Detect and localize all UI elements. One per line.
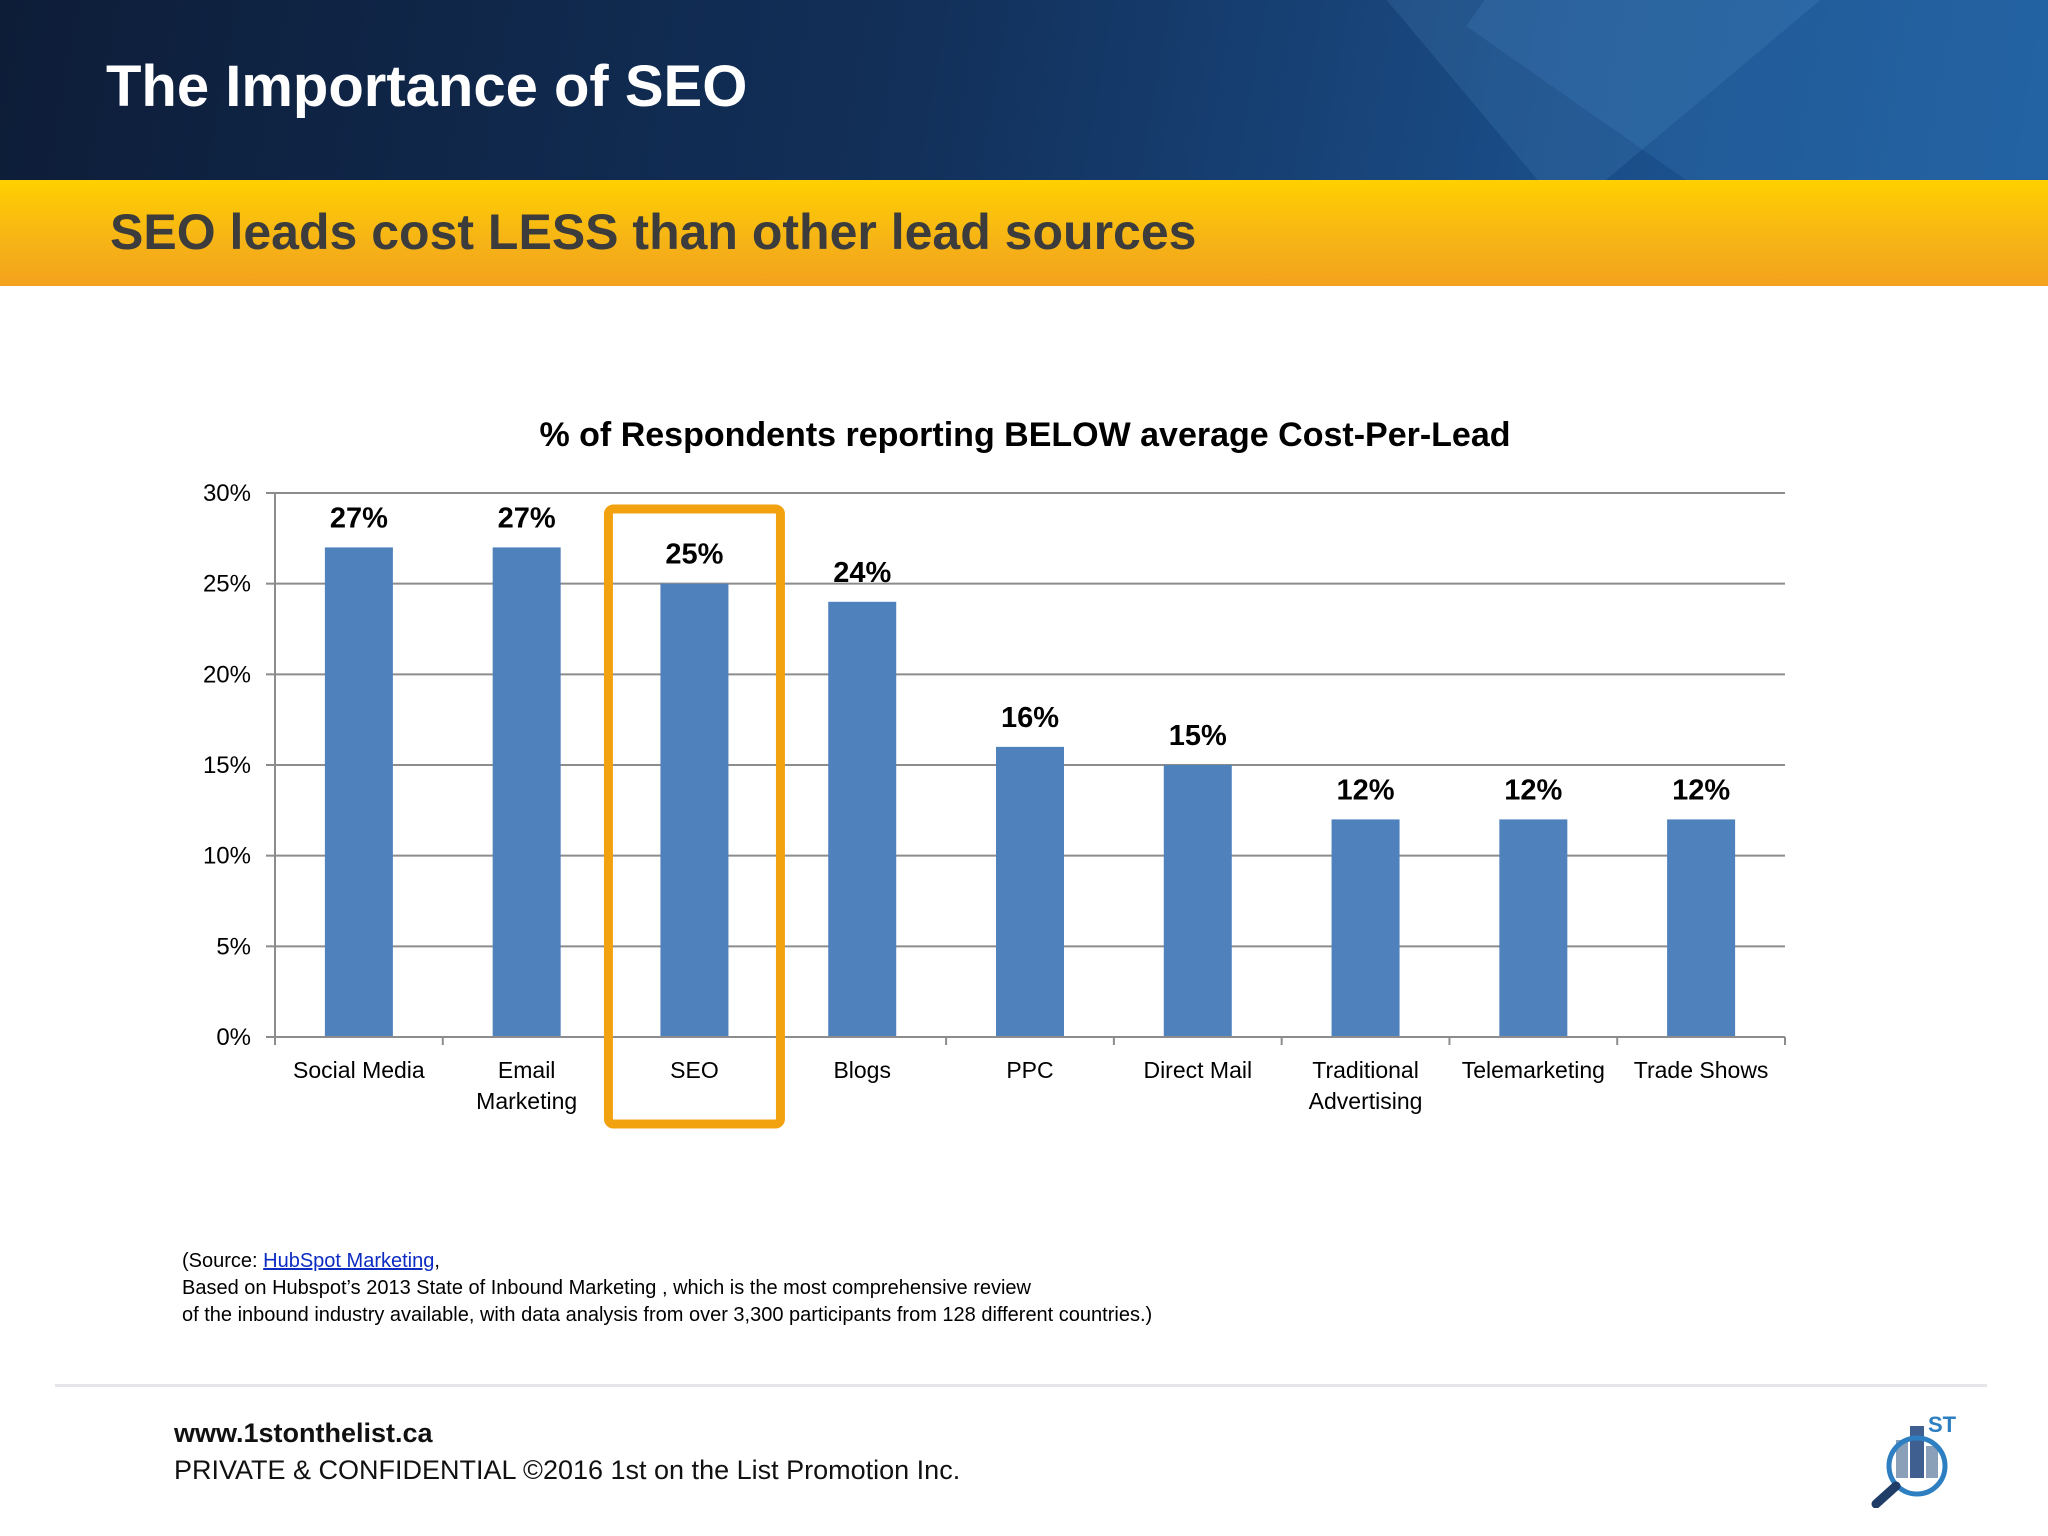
y-tick-label: 0% [216,1024,251,1051]
source-line-2: Based on Hubspot’s 2013 State of Inbound… [182,1277,1031,1299]
bar [1331,819,1400,1037]
hubspot-link[interactable]: HubSpot Marketing [263,1250,435,1272]
source-line-3: of the inbound industry available, with … [182,1304,1153,1326]
footer-divider [55,1384,1987,1387]
data-label: 16% [1001,702,1059,734]
y-tick-label: 20% [203,661,251,688]
bar [660,583,729,1037]
y-tick-label: 30% [203,480,251,507]
bar [828,601,897,1037]
chart-title: % of Respondents reporting BELOW average… [539,416,1510,454]
x-tick-label: PPC [1006,1057,1053,1083]
slide-subtitle: SEO leads cost LESS than other lead sour… [110,204,1197,260]
bar [492,547,561,1037]
y-tick-label: 10% [203,843,251,870]
x-tick-label: Trade Shows [1634,1057,1769,1083]
source-note: (Source: HubSpot Marketing, Based on Hub… [182,1248,1582,1329]
footer-copyright: PRIVATE & CONFIDENTIAL ©2016 1st on the … [174,1455,961,1485]
source-prefix: (Source: [182,1250,264,1272]
x-tick-label: Social Media [293,1057,425,1083]
bar [1499,819,1568,1037]
data-label: 15% [1169,720,1227,752]
data-label: 12% [1672,774,1730,806]
logo-building [1910,1426,1924,1478]
logo-building [1926,1446,1938,1478]
x-tick-label: Blogs [833,1057,891,1083]
slide-subheader: SEO leads cost LESS than other lead sour… [0,180,2048,286]
source-suffix: , [434,1250,440,1272]
seo-highlight-box [603,504,785,1129]
data-label: 12% [1504,774,1562,806]
slide-title: The Importance of SEO [106,54,748,119]
data-label: 27% [330,502,388,534]
x-tick-label: Email [498,1057,556,1083]
bar [324,547,393,1037]
x-tick-label: Telemarketing [1462,1057,1605,1083]
bar [1163,765,1232,1037]
x-tick-label: Traditional [1312,1057,1419,1083]
x-tick-label: Advertising [1309,1088,1423,1114]
slide-header: The Importance of SEO [0,0,2048,180]
data-label: 27% [498,502,556,534]
bar [996,746,1064,1037]
x-tick-label: SEO [670,1057,719,1083]
logo-magnifier-ring [1886,1435,1948,1497]
data-label: 12% [1337,774,1395,806]
logo-magnifier-handle [1871,1481,1901,1508]
data-label: 25% [665,539,723,571]
footer-url: www.1stonthelist.ca [174,1418,433,1448]
y-tick-label: 15% [203,752,251,779]
bar [1667,819,1736,1037]
x-tick-label: Direct Mail [1143,1057,1252,1083]
logo-building [1896,1440,1908,1478]
y-tick-label: 25% [203,571,251,598]
company-logo: ST [1871,1412,1957,1508]
source-line-1: (Source: HubSpot Marketing, [182,1248,1582,1275]
y-tick-label: 5% [216,933,251,960]
data-label: 24% [833,557,891,589]
x-tick-label: Marketing [476,1088,577,1114]
logo-superscript: ST [1928,1412,1957,1437]
bar-chart: % of Respondents reporting BELOW average… [203,416,1786,1129]
